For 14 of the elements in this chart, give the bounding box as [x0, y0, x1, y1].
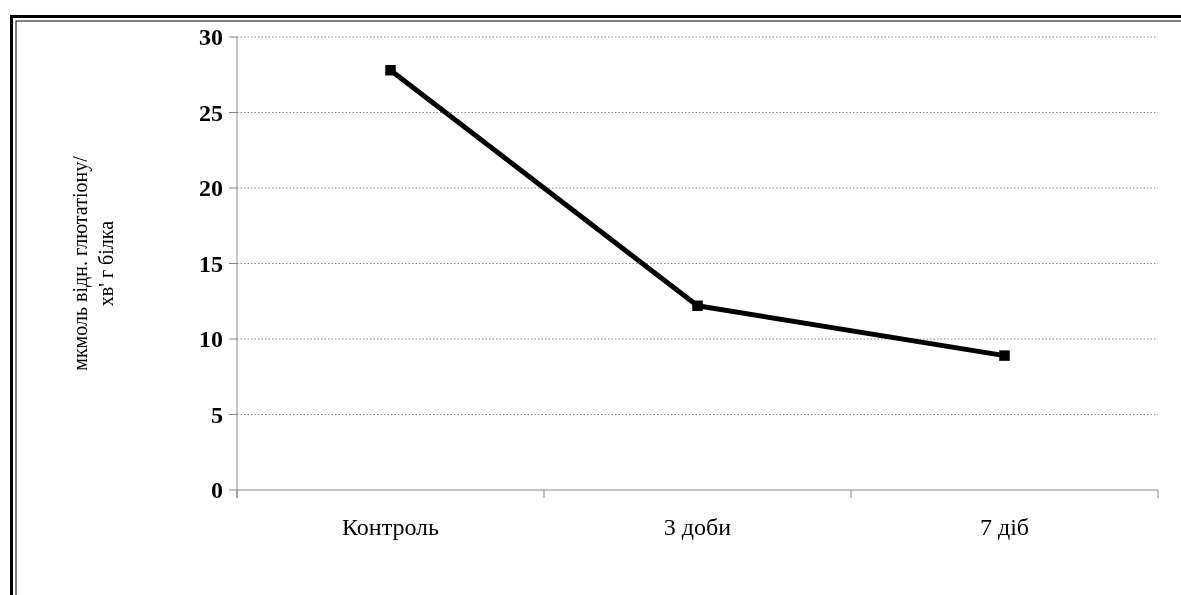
y-tick-label: 0	[211, 477, 223, 504]
point	[999, 350, 1010, 361]
y-tick-label: 15	[199, 250, 223, 277]
y-tick-label: 10	[199, 326, 223, 353]
x-tick-label: Контроль	[341, 514, 440, 540]
point	[385, 64, 396, 76]
y-tick-label: 30	[199, 24, 223, 51]
y-axis-title: мкмоль відн. глютатіону/ хв' г білка	[69, 155, 117, 371]
x-tick-label: 3 доби	[663, 514, 732, 540]
x-tick-label: 7 діб	[979, 514, 1030, 540]
y-tick-label: 20	[199, 175, 223, 202]
y-tick-label: 5	[211, 401, 223, 428]
y-tick-label: 25	[199, 99, 223, 126]
point	[692, 300, 703, 312]
